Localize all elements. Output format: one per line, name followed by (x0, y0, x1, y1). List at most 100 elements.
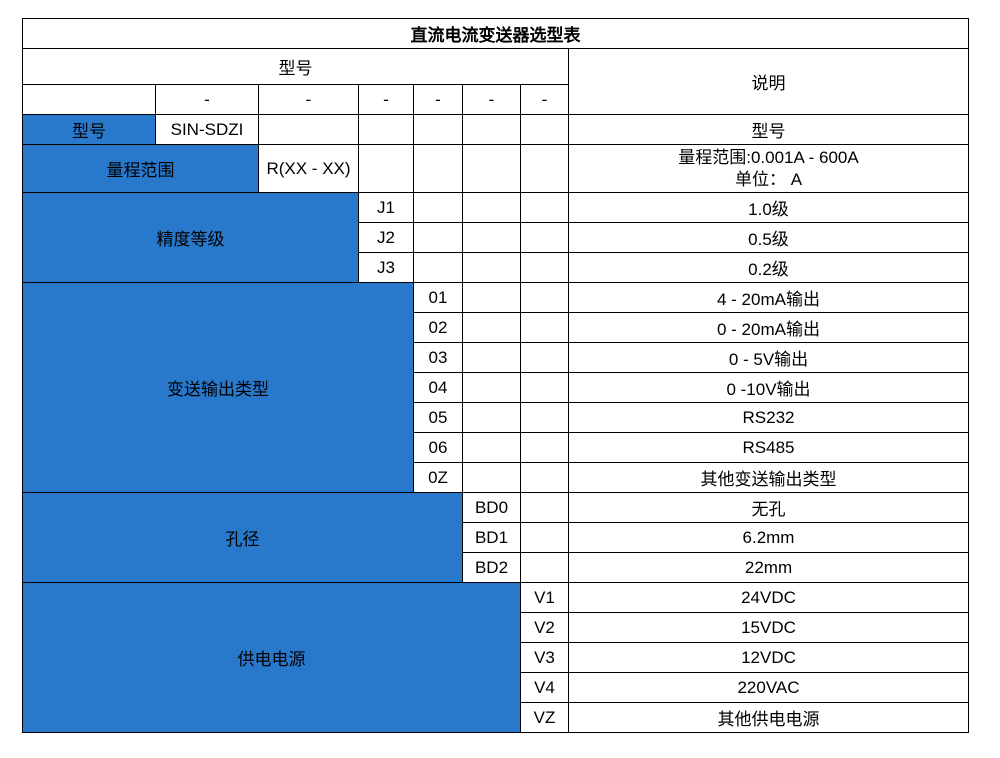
table-title: 直流电流变送器选型表 (22, 18, 969, 49)
empty-cell (462, 114, 521, 145)
empty-cell (462, 252, 521, 283)
empty-cell (462, 222, 521, 253)
desc-cell: 24VDC (568, 582, 969, 613)
code-cell: V3 (520, 642, 569, 673)
empty-cell (520, 312, 569, 343)
empty-cell (413, 192, 463, 223)
code-separator: - (413, 84, 463, 115)
table-row: 05 RS232 (23, 402, 969, 433)
code-separator: - (258, 84, 359, 115)
empty-cell (413, 144, 463, 193)
table-row: VZ 其他供电电源 (23, 702, 969, 733)
code-cell: V2 (520, 612, 569, 643)
group-range-label: 量程范围 (22, 144, 259, 193)
empty-cell (520, 144, 569, 193)
separator-empty-cell (22, 84, 156, 115)
desc-cell: 1.0级 (568, 192, 969, 223)
code-cell: 02 (413, 312, 463, 343)
table-row: 06 RS485 (23, 432, 969, 463)
title-row: 直流电流变送器选型表 (22, 18, 969, 49)
empty-cell (520, 252, 569, 283)
desc-line-1: 量程范围:0.001A - 600A (678, 147, 859, 167)
desc-cell: 12VDC (568, 642, 969, 673)
table-row: J3 0.2级 (23, 252, 969, 283)
header-row: 型号 说明 (22, 48, 969, 115)
header-model: 型号 (22, 48, 569, 85)
desc-cell: 15VDC (568, 612, 969, 643)
code-cell: J1 (358, 192, 414, 223)
empty-cell (462, 372, 521, 403)
desc-cell: RS232 (568, 402, 969, 433)
desc-cell: 4 - 20mA输出 (568, 282, 969, 313)
desc-cell: 0 - 5V输出 (568, 342, 969, 373)
code-cell: 04 (413, 372, 463, 403)
empty-cell (358, 144, 414, 193)
code-cell: BD1 (462, 522, 521, 553)
empty-cell (520, 462, 569, 493)
table-row: BD2 22mm (23, 552, 969, 583)
code-cell: VZ (520, 702, 569, 733)
header-description: 说明 (568, 48, 969, 115)
table-row: 0Z 其他变送输出类型 (23, 462, 969, 493)
table-row: V3 12VDC (23, 642, 969, 673)
table-row: J2 0.5级 (23, 222, 969, 253)
empty-cell (462, 144, 521, 193)
empty-cell (520, 222, 569, 253)
desc-cell: 型号 (568, 114, 969, 145)
empty-cell (520, 402, 569, 433)
empty-cell (413, 114, 463, 145)
empty-cell (462, 432, 521, 463)
empty-cell (520, 432, 569, 463)
code-separator: - (155, 84, 259, 115)
desc-cell: 0.5级 (568, 222, 969, 253)
desc-cell: 6.2mm (568, 522, 969, 553)
desc-cell: 0.2级 (568, 252, 969, 283)
empty-cell (520, 522, 569, 553)
empty-cell (520, 552, 569, 583)
group-model-label: 型号 (22, 114, 156, 145)
group-aperture-label: 孔径 (22, 492, 463, 583)
table-row: 04 0 -10V输出 (23, 372, 969, 403)
code-cell: 01 (413, 282, 463, 313)
code-cell: R(XX - XX) (258, 144, 359, 193)
empty-cell (520, 372, 569, 403)
group-power-supply-label: 供电电源 (22, 582, 521, 733)
code-cell: BD0 (462, 492, 521, 523)
code-cell: J3 (358, 252, 414, 283)
empty-cell (462, 402, 521, 433)
desc-cell: 其他供电电源 (568, 702, 969, 733)
empty-cell (520, 342, 569, 373)
table-row: 量程范围 R(XX - XX) 量程范围:0.001A - 600A 单位： A (22, 144, 969, 193)
empty-cell (413, 252, 463, 283)
table-row: 孔径 BD0 无孔 (22, 492, 969, 583)
empty-cell (520, 192, 569, 223)
desc-cell: RS485 (568, 432, 969, 463)
desc-cell: 220VAC (568, 672, 969, 703)
code-cell: V4 (520, 672, 569, 703)
group-accuracy-label: 精度等级 (22, 192, 359, 283)
desc-cell: 其他变送输出类型 (568, 462, 969, 493)
table-row: 变送输出类型 01 4 - 20mA输出 (22, 282, 969, 493)
desc-cell: 0 - 20mA输出 (568, 312, 969, 343)
desc-line-2: 单位： A (734, 169, 803, 189)
table-row: 02 0 - 20mA输出 (23, 312, 969, 343)
table-row: 03 0 - 5V输出 (23, 342, 969, 373)
code-cell: J2 (358, 222, 414, 253)
table-row: 供电电源 V1 24VDC (22, 582, 969, 733)
empty-cell (462, 312, 521, 343)
empty-cell (462, 462, 521, 493)
code-cell: BD2 (462, 552, 521, 583)
code-cell: 03 (413, 342, 463, 373)
code-cell: 06 (413, 432, 463, 463)
code-separator: - (358, 84, 414, 115)
desc-cell: 无孔 (568, 492, 969, 523)
desc-cell: 量程范围:0.001A - 600A 单位： A (568, 144, 969, 193)
desc-cell: 0 -10V输出 (568, 372, 969, 403)
code-cell: 0Z (413, 462, 463, 493)
desc-cell: 22mm (568, 552, 969, 583)
empty-cell (520, 114, 569, 145)
code-cell: 05 (413, 402, 463, 433)
empty-cell (258, 114, 359, 145)
empty-cell (462, 342, 521, 373)
